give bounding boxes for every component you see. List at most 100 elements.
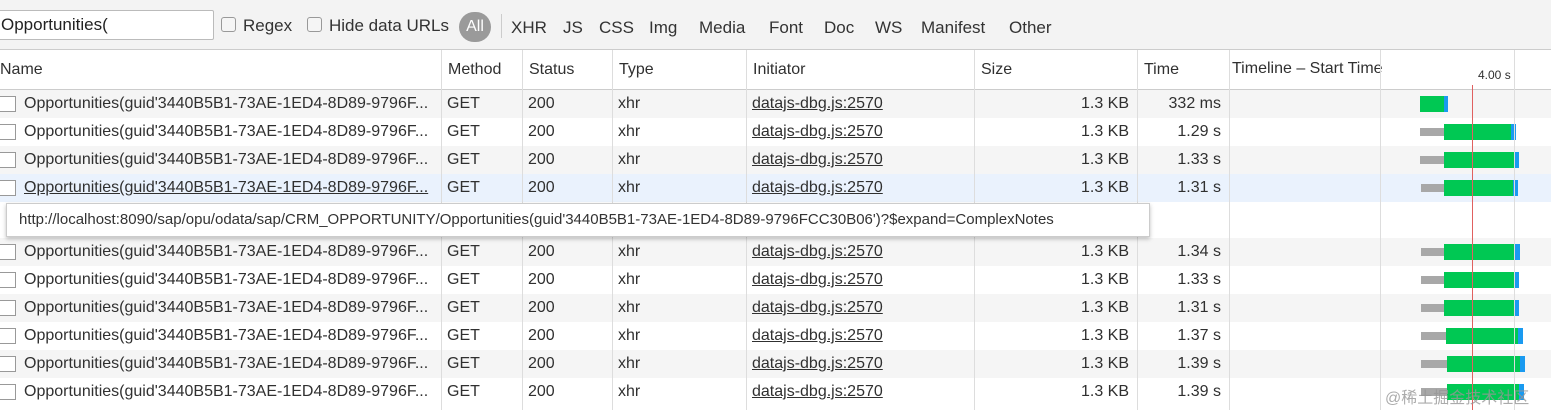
type-filter-img[interactable]: Img [649, 18, 678, 37]
cell-time: 1.31 s [1177, 299, 1221, 316]
download-bar [1444, 244, 1515, 260]
column-method[interactable]: Method [441, 50, 522, 90]
divider [501, 14, 502, 38]
cell-size: 1.3 KB [1080, 179, 1129, 196]
table-row[interactable]: Opportunities(guid'3440B5B1-73AE-1ED4-8D… [0, 146, 1551, 174]
receive-bar [1513, 180, 1518, 196]
cell-time: 1.39 s [1177, 355, 1221, 372]
cell-status: 200 [528, 243, 555, 260]
download-bar [1444, 180, 1513, 196]
cell-time: 1.39 s [1177, 383, 1221, 400]
table-row[interactable]: Opportunities(guid'3440B5B1-73AE-1ED4-8D… [0, 350, 1551, 378]
cell-size: 1.3 KB [1080, 327, 1129, 344]
type-filter-all[interactable]: All [459, 12, 491, 42]
cell-initiator[interactable]: datajs-dbg.js:2570 [752, 271, 883, 288]
cell-type: xhr [618, 243, 641, 260]
file-icon [0, 272, 16, 288]
cell-initiator[interactable]: datajs-dbg.js:2570 [752, 327, 883, 344]
cell-status: 200 [528, 179, 555, 196]
file-icon [0, 96, 16, 112]
cell-method: GET [447, 383, 480, 400]
column-size[interactable]: Size [974, 50, 1137, 90]
cell-name: Opportunities(guid'3440B5B1-73AE-1ED4-8D… [24, 327, 429, 344]
filter-input[interactable] [0, 10, 214, 40]
cell-method: GET [447, 243, 480, 260]
cell-type: xhr [618, 299, 641, 316]
column-status[interactable]: Status [522, 50, 612, 90]
column-time[interactable]: Time [1137, 50, 1229, 90]
cell-status: 200 [528, 123, 555, 140]
column-divider [1229, 50, 1230, 410]
column-timeline[interactable]: Timeline – Start Time [1229, 50, 1389, 90]
table-row[interactable]: Opportunities(guid'3440B5B1-73AE-1ED4-8D… [0, 174, 1551, 202]
cell-method: GET [447, 151, 480, 168]
table-row[interactable]: Opportunities(guid'3440B5B1-73AE-1ED4-8D… [0, 90, 1551, 118]
cell-method: GET [447, 299, 480, 316]
waiting-bar [1421, 332, 1446, 340]
cell-method: GET [447, 179, 480, 196]
cell-time: 1.34 s [1177, 243, 1221, 260]
cell-status: 200 [528, 151, 555, 168]
timeline-tick-label: 4.00 s [1478, 68, 1511, 82]
cell-time: 1.33 s [1177, 151, 1221, 168]
cell-size: 1.3 KB [1080, 355, 1129, 372]
download-bar [1447, 356, 1520, 372]
column-type[interactable]: Type [612, 50, 746, 90]
cell-time: 1.31 s [1177, 179, 1221, 196]
download-bar [1444, 272, 1514, 288]
file-icon [0, 244, 16, 260]
hide-data-urls-checkbox[interactable] [307, 17, 322, 32]
cell-name: Opportunities(guid'3440B5B1-73AE-1ED4-8D… [24, 179, 429, 196]
cell-name: Opportunities(guid'3440B5B1-73AE-1ED4-8D… [24, 151, 429, 168]
cell-initiator[interactable]: datajs-dbg.js:2570 [752, 179, 883, 196]
table-row[interactable]: Opportunities(guid'3440B5B1-73AE-1ED4-8D… [0, 294, 1551, 322]
cell-initiator[interactable]: datajs-dbg.js:2570 [752, 383, 883, 400]
load-event-marker [1472, 85, 1473, 410]
cell-time: 332 ms [1168, 95, 1221, 112]
timeline-gridline [1380, 50, 1381, 410]
receive-bar [1444, 96, 1448, 112]
type-filter-manifest[interactable]: Manifest [921, 18, 986, 37]
cell-time: 1.33 s [1177, 271, 1221, 288]
cell-initiator[interactable]: datajs-dbg.js:2570 [752, 95, 883, 112]
cell-status: 200 [528, 327, 555, 344]
cell-size: 1.3 KB [1080, 95, 1129, 112]
cell-type: xhr [618, 123, 641, 140]
cell-name: Opportunities(guid'3440B5B1-73AE-1ED4-8D… [24, 243, 429, 260]
table-row[interactable]: Opportunities(guid'3440B5B1-73AE-1ED4-8D… [0, 378, 1551, 406]
column-initiator[interactable]: Initiator [746, 50, 974, 90]
table-row[interactable]: Opportunities(guid'3440B5B1-73AE-1ED4-8D… [0, 266, 1551, 294]
cell-size: 1.3 KB [1080, 271, 1129, 288]
regex-checkbox[interactable] [221, 17, 236, 32]
cell-size: 1.3 KB [1080, 383, 1129, 400]
cell-status: 200 [528, 299, 555, 316]
cell-initiator[interactable]: datajs-dbg.js:2570 [752, 299, 883, 316]
waiting-bar [1421, 184, 1444, 192]
receive-bar [1511, 124, 1516, 140]
table-row[interactable]: Opportunities(guid'3440B5B1-73AE-1ED4-8D… [0, 118, 1551, 146]
column-name[interactable]: Name [0, 61, 43, 78]
file-icon [0, 328, 16, 344]
cell-initiator[interactable]: datajs-dbg.js:2570 [752, 151, 883, 168]
download-bar [1447, 384, 1519, 400]
type-filter-js[interactable]: JS [563, 18, 583, 37]
cell-type: xhr [618, 355, 641, 372]
cell-initiator[interactable]: datajs-dbg.js:2570 [752, 355, 883, 372]
cell-type: xhr [618, 327, 641, 344]
cell-initiator[interactable]: datajs-dbg.js:2570 [752, 243, 883, 260]
regex-label: Regex [243, 16, 293, 35]
type-filter-ws[interactable]: WS [875, 18, 903, 37]
cell-type: xhr [618, 179, 641, 196]
table-row[interactable]: Opportunities(guid'3440B5B1-73AE-1ED4-8D… [0, 238, 1551, 266]
waiting-bar [1421, 276, 1444, 284]
table-header: Name Method Status Type Initiator Size T… [0, 50, 1551, 90]
download-bar [1444, 300, 1514, 316]
cell-initiator[interactable]: datajs-dbg.js:2570 [752, 123, 883, 140]
type-filter-doc[interactable]: Doc [824, 18, 855, 37]
type-filter-css[interactable]: CSS [599, 18, 634, 37]
type-filter-xhr[interactable]: XHR [511, 18, 547, 37]
type-filter-other[interactable]: Other [1009, 18, 1052, 37]
type-filter-media[interactable]: Media [699, 18, 746, 37]
type-filter-font[interactable]: Font [769, 18, 804, 37]
table-row[interactable]: Opportunities(guid'3440B5B1-73AE-1ED4-8D… [0, 322, 1551, 350]
